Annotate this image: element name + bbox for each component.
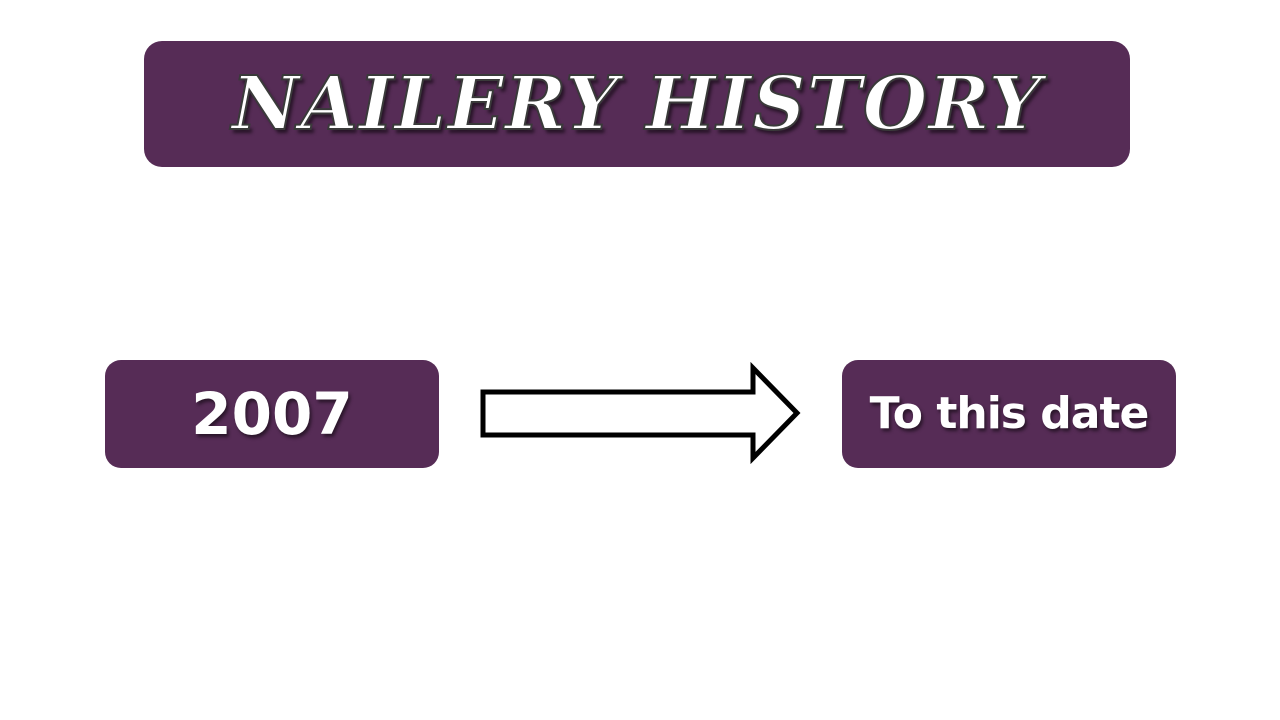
arrow-shape <box>480 362 801 465</box>
start-year-box: 2007 <box>105 360 439 468</box>
end-date-box: To this date <box>842 360 1176 468</box>
title-banner: NAILERY HISTORY <box>144 41 1130 167</box>
right-arrow-icon <box>480 362 801 465</box>
page-title: NAILERY HISTORY <box>231 61 1043 147</box>
end-date-label: To this date <box>869 388 1150 439</box>
start-year-label: 2007 <box>191 380 353 448</box>
